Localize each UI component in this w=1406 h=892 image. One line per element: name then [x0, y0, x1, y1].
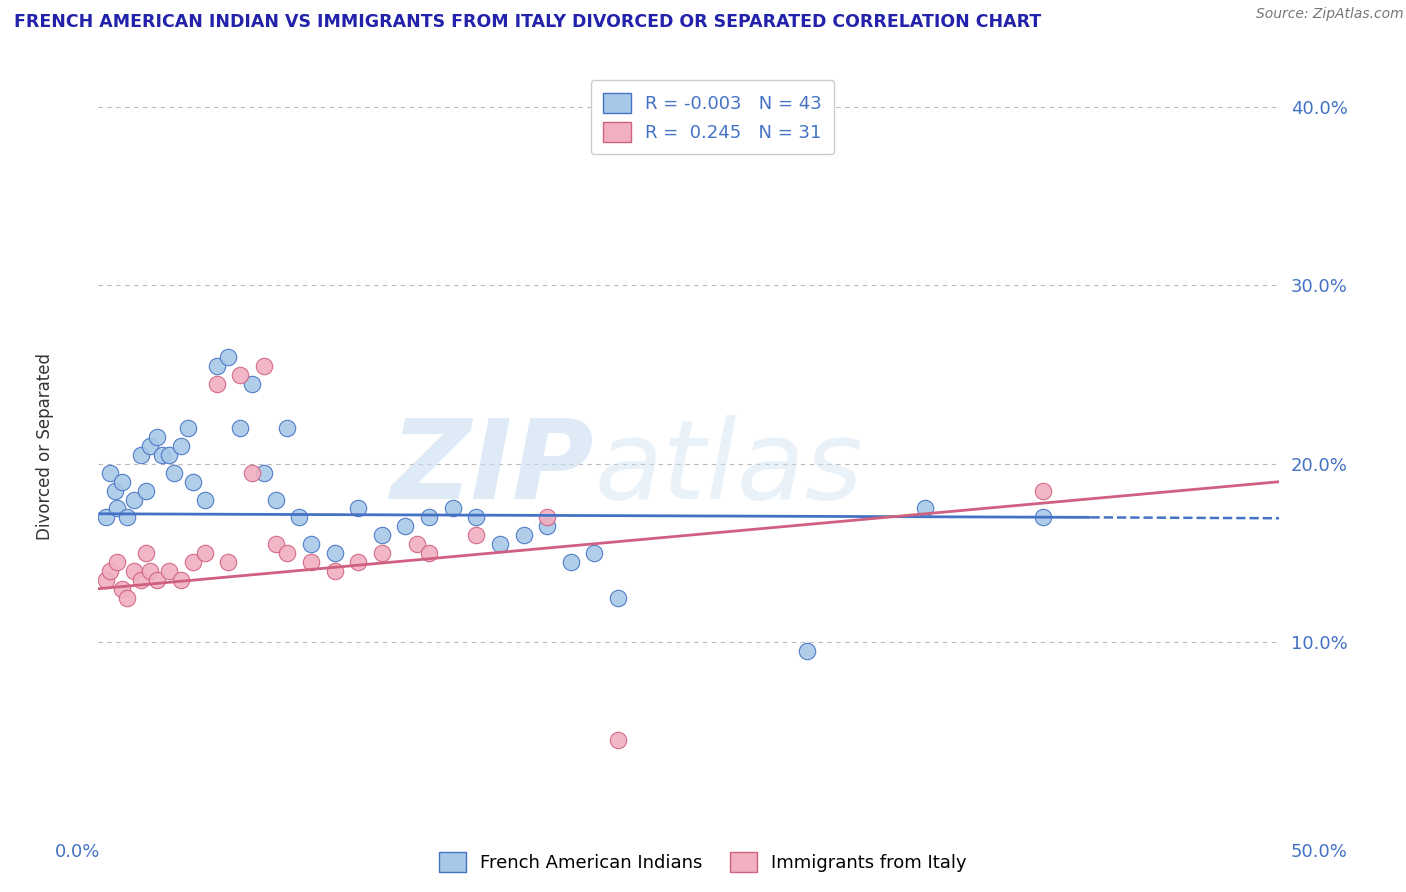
Point — [217, 555, 239, 569]
Point — [146, 573, 169, 587]
Point — [465, 528, 488, 542]
Point — [181, 555, 204, 569]
Point — [240, 376, 263, 391]
Point — [229, 421, 252, 435]
Point — [264, 537, 287, 551]
Point — [560, 555, 582, 569]
Point — [129, 448, 152, 462]
Point — [115, 591, 138, 605]
Text: 0.0%: 0.0% — [55, 843, 100, 861]
Point — [536, 510, 558, 524]
Legend: French American Indians, Immigrants from Italy: French American Indians, Immigrants from… — [430, 843, 976, 881]
Point — [371, 528, 394, 542]
Point — [194, 546, 217, 560]
Point — [371, 546, 394, 560]
Text: ZIP: ZIP — [391, 415, 595, 522]
Point — [323, 564, 346, 578]
Point — [111, 582, 134, 596]
Point — [276, 421, 298, 435]
Point — [150, 448, 173, 462]
Point — [217, 350, 239, 364]
Point — [796, 644, 818, 658]
Point — [288, 510, 311, 524]
Point — [135, 483, 157, 498]
Point — [1032, 483, 1054, 498]
Point — [465, 510, 488, 524]
Point — [146, 430, 169, 444]
Point — [264, 492, 287, 507]
Point — [181, 475, 204, 489]
Point — [418, 546, 440, 560]
Point — [536, 519, 558, 533]
Point — [583, 546, 606, 560]
Point — [347, 501, 370, 516]
Point — [139, 439, 162, 453]
Point — [347, 555, 370, 569]
Point — [139, 564, 162, 578]
Point — [205, 376, 228, 391]
Point — [253, 359, 276, 373]
Point — [607, 733, 630, 747]
Point — [323, 546, 346, 560]
Point — [253, 466, 276, 480]
Point — [122, 564, 145, 578]
Text: Divorced or Separated: Divorced or Separated — [37, 352, 55, 540]
Point — [512, 528, 534, 542]
Point — [177, 421, 200, 435]
Point — [105, 501, 128, 516]
Point — [607, 591, 630, 605]
Point — [163, 466, 186, 480]
Point — [111, 475, 134, 489]
Point — [406, 537, 429, 551]
Point — [115, 510, 138, 524]
Point — [170, 573, 193, 587]
Legend: R = -0.003   N = 43, R =  0.245   N = 31: R = -0.003 N = 43, R = 0.245 N = 31 — [591, 80, 834, 154]
Text: Source: ZipAtlas.com: Source: ZipAtlas.com — [1256, 7, 1403, 21]
Point — [205, 359, 228, 373]
Point — [394, 519, 416, 533]
Point — [240, 466, 263, 480]
Point — [98, 564, 121, 578]
Text: 50.0%: 50.0% — [1291, 843, 1347, 861]
Point — [276, 546, 298, 560]
Point — [914, 501, 936, 516]
Point — [299, 537, 322, 551]
Point — [441, 501, 464, 516]
Point — [94, 510, 117, 524]
Point — [157, 448, 180, 462]
Point — [489, 537, 512, 551]
Point — [94, 573, 117, 587]
Point — [194, 492, 217, 507]
Point — [105, 555, 128, 569]
Point — [170, 439, 193, 453]
Point — [1032, 510, 1054, 524]
Point — [135, 546, 157, 560]
Point — [229, 368, 252, 382]
Text: atlas: atlas — [595, 415, 863, 522]
Point — [122, 492, 145, 507]
Point — [98, 466, 121, 480]
Text: FRENCH AMERICAN INDIAN VS IMMIGRANTS FROM ITALY DIVORCED OR SEPARATED CORRELATIO: FRENCH AMERICAN INDIAN VS IMMIGRANTS FRO… — [14, 13, 1042, 31]
Point — [104, 483, 127, 498]
Point — [418, 510, 440, 524]
Point — [157, 564, 180, 578]
Point — [299, 555, 322, 569]
Point — [129, 573, 152, 587]
